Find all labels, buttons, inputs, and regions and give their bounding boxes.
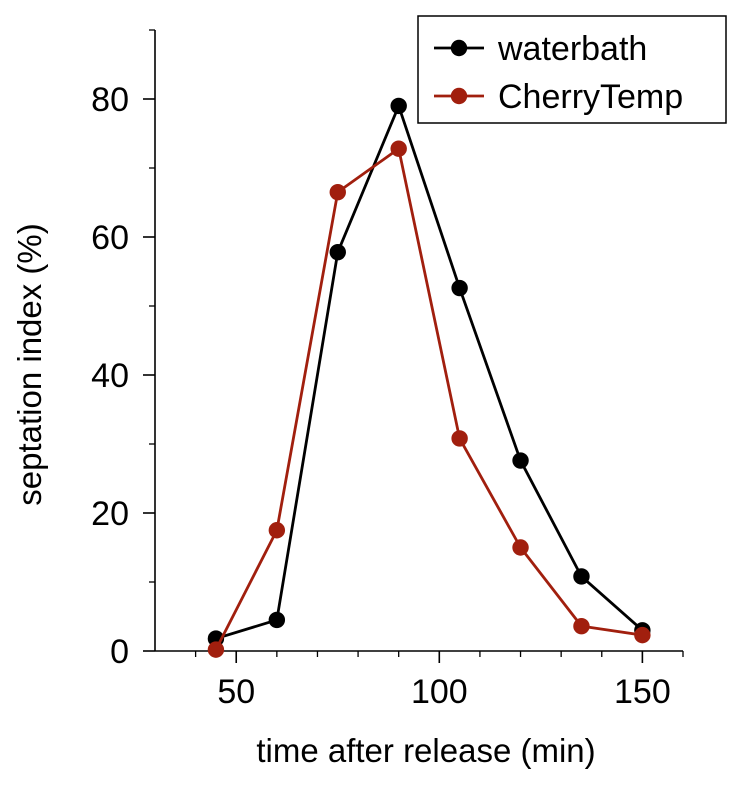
axes: 0 20 40 60 80 50 100 150 — [91, 29, 684, 711]
legend: waterbath CherryTemp — [417, 15, 727, 124]
data-point — [390, 140, 407, 157]
data-point — [512, 539, 529, 556]
legend-entries: waterbath CherryTemp — [434, 30, 683, 116]
y-axis-label: septation index (%) — [11, 223, 48, 505]
series-line — [214, 147, 643, 651]
series-waterbath — [207, 97, 651, 647]
data-point — [573, 617, 590, 635]
data-point — [268, 611, 286, 629]
x-tick-label: 100 — [411, 673, 468, 711]
data-point — [329, 183, 346, 201]
y-tick-label: 40 — [91, 357, 129, 395]
data-point — [634, 626, 651, 644]
data-point — [207, 641, 225, 658]
data-point — [512, 452, 529, 469]
legend-box — [417, 15, 727, 124]
x-axis-ticks: 50 100 150 — [194, 651, 684, 711]
legend-entry: waterbath — [434, 30, 647, 68]
data-point — [451, 279, 468, 297]
series-line — [215, 104, 644, 640]
y-axis-ticks: 0 20 40 60 80 — [91, 29, 155, 671]
data-point — [451, 430, 468, 447]
data-point — [573, 568, 590, 585]
data-point — [268, 522, 286, 539]
series-layer — [207, 97, 651, 658]
data-point — [329, 243, 346, 261]
x-tick-label: 50 — [217, 673, 255, 711]
y-tick-label: 0 — [110, 633, 129, 671]
x-tick-label: 150 — [614, 673, 671, 711]
series-cherrytemp — [207, 140, 651, 658]
y-tick-label: 80 — [91, 81, 129, 119]
legend-label: waterbath — [497, 30, 647, 68]
x-axis-label: time after release (min) — [256, 732, 595, 769]
y-tick-label: 60 — [91, 219, 129, 257]
y-tick-label: 20 — [91, 495, 129, 533]
legend-marker — [450, 39, 468, 57]
legend-label: CherryTemp — [498, 78, 683, 116]
legend-marker — [450, 87, 468, 105]
legend-entry: CherryTemp — [434, 78, 683, 116]
data-point — [390, 97, 407, 115]
